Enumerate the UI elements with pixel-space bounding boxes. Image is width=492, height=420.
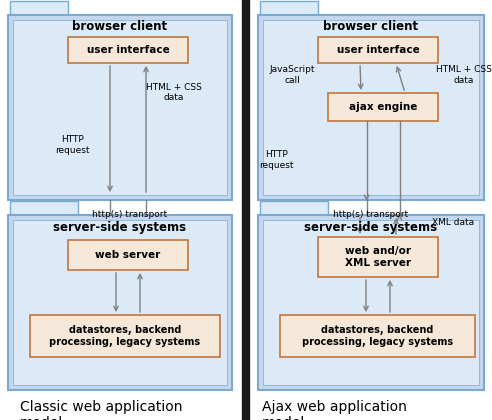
Text: user interface: user interface xyxy=(337,45,419,55)
Bar xyxy=(13,20,227,195)
Text: HTTP
request: HTTP request xyxy=(55,135,89,155)
Text: Classic web application
model: Classic web application model xyxy=(20,400,183,420)
Text: datastores, backend
processing, legacy systems: datastores, backend processing, legacy s… xyxy=(302,325,453,347)
Text: server-side systems: server-side systems xyxy=(305,220,437,234)
Text: server-side systems: server-side systems xyxy=(54,220,186,234)
Bar xyxy=(318,237,438,277)
Bar xyxy=(263,20,479,195)
Text: http(s) transport: http(s) transport xyxy=(334,210,408,219)
Bar xyxy=(8,15,232,200)
Bar xyxy=(10,1,68,15)
Text: JavaScript
call: JavaScript call xyxy=(269,65,315,85)
Text: browser client: browser client xyxy=(323,21,419,34)
Bar xyxy=(10,201,78,215)
Text: user interface: user interface xyxy=(87,45,169,55)
Text: HTML + CSS
data: HTML + CSS data xyxy=(436,65,492,85)
Text: ajax engine: ajax engine xyxy=(349,102,417,112)
Bar xyxy=(68,37,188,63)
Bar xyxy=(258,215,484,390)
Text: browser client: browser client xyxy=(72,21,168,34)
Text: http(s) transport: http(s) transport xyxy=(92,210,168,219)
Bar xyxy=(13,220,227,385)
Bar xyxy=(258,15,484,200)
Bar xyxy=(68,240,188,270)
Text: Ajax web application
model: Ajax web application model xyxy=(262,400,407,420)
Bar xyxy=(263,220,479,385)
Text: web and/or
XML server: web and/or XML server xyxy=(345,246,411,268)
Bar xyxy=(260,201,328,215)
Bar xyxy=(328,93,438,121)
Text: datastores, backend
processing, legacy systems: datastores, backend processing, legacy s… xyxy=(49,325,201,347)
Bar xyxy=(8,215,232,390)
Bar xyxy=(260,1,318,15)
Bar xyxy=(280,315,475,357)
Bar xyxy=(318,37,438,63)
Text: HTTP
request: HTTP request xyxy=(259,150,293,170)
Text: XML data: XML data xyxy=(432,218,474,227)
Text: HTML + CSS
data: HTML + CSS data xyxy=(146,83,202,102)
Text: web server: web server xyxy=(95,250,160,260)
Bar xyxy=(30,315,220,357)
